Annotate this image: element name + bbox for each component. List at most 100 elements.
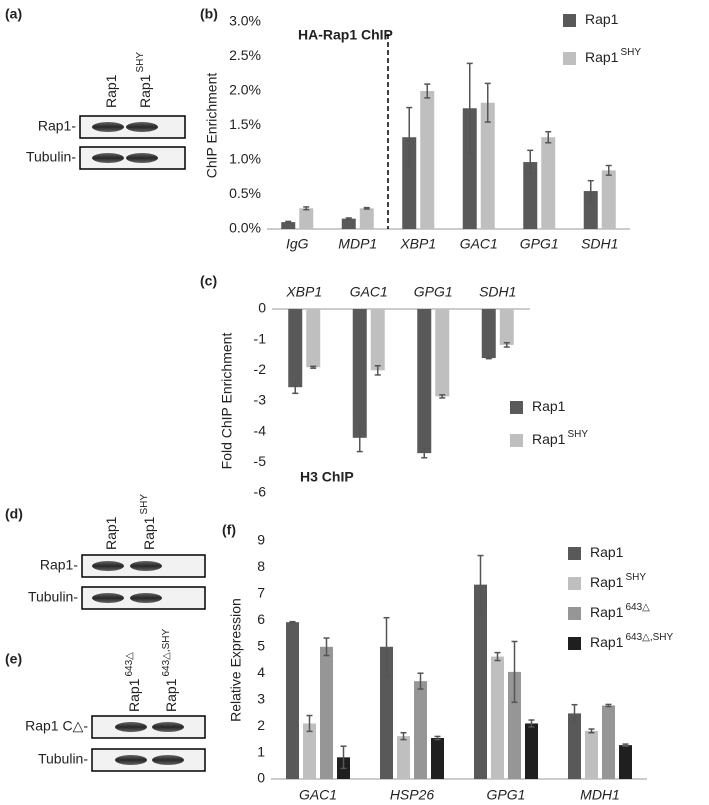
legend-label: Rap1 643△,SHY: [590, 632, 674, 650]
error-bar: [528, 719, 535, 728]
y-axis-label: Relative Expression: [228, 598, 244, 722]
y-tick-label: 9: [257, 532, 265, 548]
blot-band: [92, 593, 124, 603]
y-tick-label: -6: [254, 484, 267, 500]
y-tick-label: 3.0%: [229, 13, 261, 29]
blot-band: [152, 755, 184, 765]
row-label: Tubulin-: [28, 589, 78, 605]
error-bar: [466, 62, 473, 154]
bar: [306, 309, 321, 368]
lane-label-sup: 643△,SHY: [161, 628, 172, 676]
lane-label-main: Rap1: [103, 74, 119, 108]
row-label: Tubulin-: [26, 149, 76, 165]
blot-band: [130, 593, 162, 603]
bar: [499, 309, 514, 345]
bar: [525, 723, 538, 779]
error-bar: [289, 620, 296, 624]
lane-label-main: Rap1: [103, 516, 119, 550]
bar: [435, 309, 450, 397]
bar: [286, 622, 299, 779]
error-bar: [477, 554, 484, 615]
y-tick-label: 6: [257, 611, 265, 627]
legend-label-main: Rap1: [590, 634, 624, 650]
bar: [585, 730, 598, 779]
bar: [320, 646, 333, 779]
error-bar: [439, 394, 446, 399]
y-tick-label: 2.0%: [229, 82, 261, 98]
x-tick-label: GAC1: [460, 236, 498, 252]
legend-label: Rap1 643△: [590, 602, 650, 620]
error-bar: [345, 217, 352, 221]
y-tick-label: 1: [257, 743, 265, 759]
blot-band: [126, 153, 158, 163]
bar: [480, 102, 495, 229]
lane-label: Rap1SHY: [139, 494, 157, 550]
error-bar: [622, 743, 629, 747]
bar: [508, 671, 521, 779]
y-tick-label: 2: [257, 717, 265, 733]
error-bar: [400, 731, 407, 741]
lane-label-main: Rap1: [141, 516, 157, 550]
legend-swatch: [568, 637, 581, 650]
blot-band: [152, 722, 184, 732]
legend-label-sup: 643△,SHY: [625, 632, 673, 643]
row-label: Rap1 C△-: [25, 718, 88, 734]
error-bar: [383, 616, 390, 677]
error-bar: [310, 365, 317, 369]
error-bar: [485, 356, 492, 360]
y-tick-label: -5: [254, 453, 267, 469]
y-tick-label: 3: [257, 690, 265, 706]
error-bar: [434, 735, 441, 741]
blot-band: [92, 561, 124, 571]
annotation: H3 ChIP: [300, 469, 354, 485]
error-bar: [484, 82, 491, 123]
bar: [481, 309, 496, 359]
error-bar: [303, 206, 310, 211]
legend-label-main: Rap1: [590, 604, 624, 620]
y-tick-label: 5: [257, 637, 265, 653]
blot-box: [91, 748, 206, 772]
error-bar: [511, 640, 518, 704]
x-tick-label: GPG1: [520, 236, 559, 252]
x-tick-label: XBP1: [285, 284, 322, 300]
x-tick-label: SDH1: [581, 236, 618, 252]
y-tick-label: 0: [257, 770, 265, 786]
y-axis-label: ChIP Enrichment: [204, 73, 220, 179]
error-bar: [605, 164, 612, 176]
error-bar: [285, 220, 292, 224]
error-bar: [503, 341, 510, 348]
error-bar: [292, 380, 299, 395]
legend-label: Rap1 SHY: [585, 47, 641, 65]
y-tick-label: -4: [254, 422, 267, 438]
error-bar: [417, 672, 424, 690]
legend-label-sup: 643△: [625, 602, 650, 613]
bar: [359, 208, 374, 229]
lane-label: Rap1643△: [124, 652, 142, 712]
legend-label: Rap1: [590, 544, 624, 560]
bar: [462, 108, 477, 229]
y-tick-label: 2.5%: [229, 47, 261, 63]
legend-label: Rap1: [532, 398, 566, 414]
bar: [303, 723, 316, 779]
error-bar: [340, 745, 347, 770]
bar: [541, 137, 556, 229]
row-label: Rap1-: [38, 118, 76, 134]
error-bar: [323, 637, 330, 657]
y-tick-label: -2: [254, 361, 267, 377]
bar: [583, 191, 598, 229]
error-bar: [306, 714, 313, 733]
blot-band: [92, 122, 124, 132]
error-bar: [356, 423, 363, 453]
bar: [370, 309, 385, 371]
panel-label: (a): [5, 6, 22, 22]
legend-swatch: [510, 434, 523, 447]
blot-band: [115, 722, 147, 732]
legend-label-main: Rap1: [532, 398, 566, 414]
annotation: HA-Rap1 ChIP: [298, 27, 393, 43]
panel-label: (d): [5, 506, 23, 522]
lane-label-main: Rap1: [137, 74, 153, 108]
legend-label: Rap1 SHY: [590, 572, 646, 590]
y-tick-label: 0: [258, 300, 266, 316]
bar: [299, 208, 314, 229]
y-axis-label: Fold ChIP Enrichment: [219, 333, 235, 470]
